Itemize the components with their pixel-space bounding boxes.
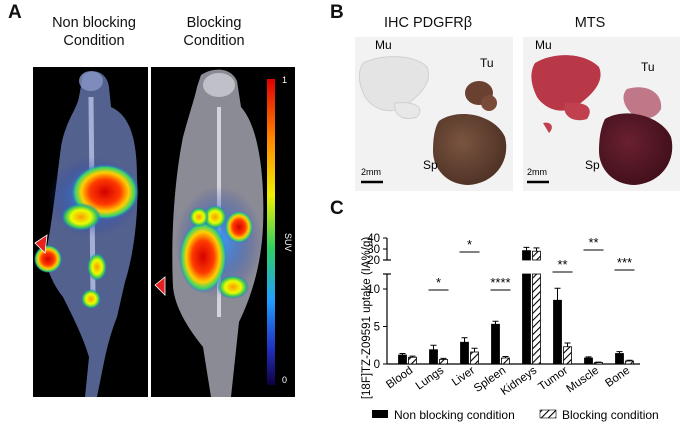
panel-a-left-title: Non blocking Condition xyxy=(40,14,148,50)
bar-bone-blocking xyxy=(625,360,634,365)
left-title-line2: Condition xyxy=(63,33,125,49)
significance-label-lungs: * xyxy=(436,275,441,290)
tumor-arrow-icon xyxy=(34,234,48,254)
uptake-bar-chart: [18F]TZ-Z09591 uptake (IA%/g) 0 5 10 203040… xyxy=(361,233,659,422)
histology-images: Mu Tu Sp 2mm Mu Tu Sp 2mm xyxy=(355,37,680,191)
significance-label-tumor: ** xyxy=(557,257,567,272)
panel-b-letter: B xyxy=(330,2,344,23)
bar-liver-non-blocking xyxy=(460,341,469,365)
ihc-tu-label: Tu xyxy=(480,56,494,70)
mts-mu-label: Mu xyxy=(535,38,552,52)
x-tick-label-lungs: Lungs xyxy=(414,364,447,392)
colorbar-min-label: 0 xyxy=(282,375,287,385)
legend-label-blocking: Blocking condition xyxy=(562,408,659,422)
x-tick-label-tumor: Tumor xyxy=(536,365,570,394)
mts-scale-label: 2mm xyxy=(527,167,547,177)
suv-colorbar xyxy=(267,79,275,385)
bar-spleen-non-blocking xyxy=(491,323,500,365)
x-tick-label-muscle: Muscle xyxy=(564,365,601,396)
bar-liver-blocking xyxy=(470,351,479,365)
right-title-line2: Condition xyxy=(183,33,245,49)
mts-sp-label: Sp xyxy=(585,158,600,172)
legend-label-non-blocking: Non blocking condition xyxy=(394,408,515,422)
y-tick-label: 30 xyxy=(367,244,380,256)
ihc-image: Mu Tu Sp 2mm xyxy=(355,37,513,191)
significance-label-muscle: ** xyxy=(588,235,598,250)
bar-upper-kidneys-non-blocking xyxy=(522,250,531,261)
bar-lungs-blocking xyxy=(439,359,448,365)
significance-markers: ************* xyxy=(428,235,635,291)
y-tick-label: 40 xyxy=(367,233,380,245)
bar-blood-non-blocking xyxy=(398,354,407,365)
chart-bars xyxy=(398,246,634,365)
bar-spleen-blocking xyxy=(501,357,510,365)
non-blocking-scan xyxy=(33,67,148,397)
bar-kidneys-non-blocking xyxy=(522,273,531,365)
bar-muscle-non-blocking xyxy=(584,357,593,365)
right-title-line1: Blocking xyxy=(186,15,242,31)
legend-swatch-blocking xyxy=(539,409,557,419)
x-tick-label-kidneys: Kidneys xyxy=(499,364,540,397)
bar-bone-non-blocking xyxy=(615,353,624,365)
mts-tu-label: Tu xyxy=(641,60,655,74)
y-tick-label: 5 xyxy=(374,322,380,334)
ihc-mu-label: Mu xyxy=(375,38,392,52)
x-tick-label-bone: Bone xyxy=(603,365,632,390)
bar-tumor-blocking xyxy=(563,346,572,365)
bar-lungs-non-blocking xyxy=(429,349,438,365)
ihc-scale-label: 2mm xyxy=(361,167,381,177)
y-tick-label: 0 xyxy=(374,359,380,371)
bar-blood-blocking xyxy=(408,356,417,365)
pet-ct-images: 1 0 SUV xyxy=(33,67,295,397)
tumor-arrow-icon-2 xyxy=(154,276,166,296)
y-tick-label: 20 xyxy=(367,255,380,267)
y-tick-label: 10 xyxy=(367,284,380,296)
panel-a-letter: A xyxy=(8,2,22,23)
panel-a-right-title: Blocking Condition xyxy=(162,14,266,50)
bar-upper-kidneys-blocking xyxy=(532,250,541,261)
legend: Non blocking condition Blocking conditio… xyxy=(372,408,659,422)
mts-image: Mu Tu Sp 2mm xyxy=(523,37,680,191)
colorbar-suv-label: SUV xyxy=(283,233,293,252)
left-title-line1: Non blocking xyxy=(52,15,136,31)
significance-label-spleen: **** xyxy=(490,275,510,290)
blocking-scan: 1 0 SUV xyxy=(151,67,295,397)
significance-label-liver: * xyxy=(467,237,472,252)
panel-b-left-title: IHC PDGFRβ xyxy=(383,15,473,31)
legend-swatch-non-blocking xyxy=(372,410,388,418)
y-axis-label: [18F]TZ-Z09591 uptake (IA%/g) xyxy=(361,237,373,400)
bar-kidneys-blocking xyxy=(532,273,541,365)
ihc-sp-label: Sp xyxy=(423,158,438,172)
significance-label-bone: *** xyxy=(617,255,632,270)
colorbar-max-label: 1 xyxy=(282,75,287,85)
bar-muscle-blocking xyxy=(594,362,603,365)
bar-tumor-non-blocking xyxy=(553,299,562,365)
panel-b-right-title: MTS xyxy=(574,15,606,31)
x-tick-label-blood: Blood xyxy=(384,365,415,392)
panel-c-letter: C xyxy=(330,198,344,219)
